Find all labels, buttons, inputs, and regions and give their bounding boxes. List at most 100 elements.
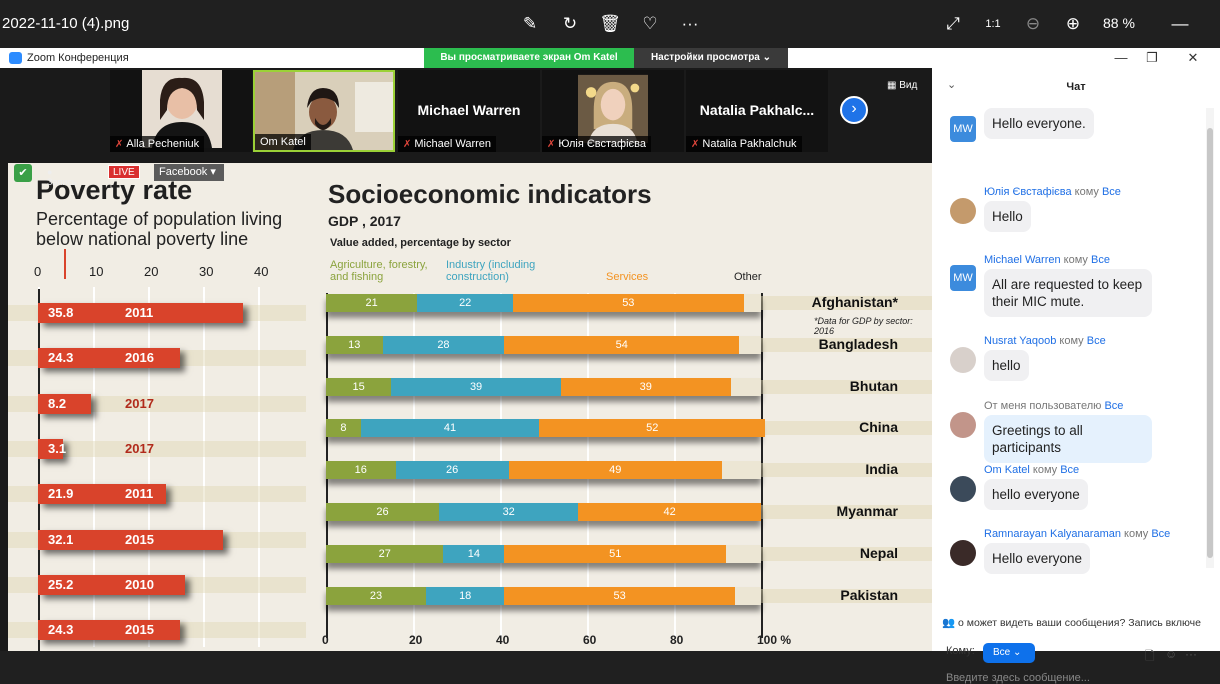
next-page-button[interactable]: › [840,96,868,124]
row-stripe [8,440,306,457]
favorite-icon[interactable]: ♡ [642,14,658,33]
dropdown-arrow-icon: ▾ [210,166,216,178]
axis-tick-label: 40 [254,264,269,279]
x-tick-label: 0 [322,633,329,647]
axis-tick-label: 10 [89,264,104,279]
chat-message: Юлія Євстафієва кому Все Hello [932,186,1202,246]
participant-label: ✗ Alla Pecheniuk [110,136,205,152]
chat-title: Чат [1066,81,1086,93]
message-bubble: hello [984,350,1029,381]
national-line-marker [64,249,66,279]
sender-name: Юлія Євстафієва [984,186,1072,198]
participant-label: ✗ Юлія Євстафієва [542,136,651,152]
emoji-icon[interactable]: ☺ [1165,647,1178,661]
poverty-value-label: 32.1 [48,531,74,547]
recording-indicator: ● Запись [47,167,77,187]
axis-tick-label: 20 [144,264,159,279]
grid-icon: ▦ [887,80,900,91]
country-label: India [865,461,898,478]
more-icon[interactable]: ··· [681,14,699,33]
zoom-out-icon[interactable]: ⊖ [1025,14,1041,33]
bar-segment: 41 [360,419,540,438]
edit-icon[interactable]: ✎ [522,14,538,33]
poverty-year-label: 2015 [125,622,154,638]
bar-segment: 16 [326,461,396,480]
row-stripe [761,546,932,561]
security-shield-icon[interactable]: ✔ [14,164,32,182]
bar-segment: 27 [326,544,444,563]
participant-display-name: Natalia Pakhalc... [699,102,815,118]
rotate-icon[interactable]: ↻ [562,14,578,33]
chat-header: ⌄ Чат [932,68,1220,98]
legend-entry: Other [734,271,762,283]
poverty-year-label: 2011 [125,486,154,502]
message-sender: Nusrat Yaqoob кому Все [984,335,1106,347]
recipient-name: Все [1086,335,1106,347]
row-stripe [761,463,932,478]
poverty-bar [38,303,243,323]
message-bubble: Hello everyone [984,543,1091,574]
axis-tick-label: 0 [34,264,42,279]
poverty-rate-panel: Poverty rate Percentage of population li… [8,163,316,651]
collapse-chevron-icon[interactable]: ⌄ [947,79,957,91]
recipient-dropdown[interactable]: Все ⌄ [983,643,1035,663]
fullscreen-icon[interactable]: ⤢ [946,14,960,33]
recipient-name: Все [1060,464,1080,476]
message-bubble: Hello [984,201,1031,232]
row-stripe [761,421,932,436]
x-tick-label: 40 [496,633,510,647]
bar-segment: 32 [439,503,579,521]
poverty-value-label: 21.9 [48,486,74,502]
poverty-bar [38,438,64,459]
actual-size-icon[interactable]: 1:1 [985,18,1001,30]
x-tick-label: 80 [670,633,684,647]
window-close-icon[interactable]: ✕ [1187,50,1199,65]
poverty-year-label: 2010 [125,576,154,592]
bar-segment: 53 [513,294,744,312]
delete-icon[interactable]: 🗑 [599,14,621,33]
legend-entry: Agriculture, forestry, and fishing [330,259,428,283]
recipient-word: кому [1056,335,1087,347]
poverty-bar [38,574,185,595]
bar-segment: 51 [504,544,727,563]
window-minimize-icon[interactable]: — [1114,50,1128,65]
stacked-bar: 23 18 53 [326,586,761,605]
participant-photo [578,74,648,144]
bar-segment: 39 [560,377,731,396]
zoom-level[interactable]: 88 % [1103,15,1135,31]
window-restore-icon[interactable]: ❐ [1146,50,1158,65]
x-tick-label: 100 % [757,633,792,647]
scrollbar-thumb[interactable] [1207,128,1213,558]
stacked-bar: 16 26 49 [326,461,761,480]
view-options-button[interactable]: Настройки просмотра ⌄ [634,48,788,68]
poverty-value-label: 24.3 [48,622,74,638]
stream-destination-dropdown[interactable]: Facebook ▾ [154,164,224,181]
chat-message: MW Michael Warren кому Все All are request… [932,254,1202,317]
participant-tile-active[interactable]: Om Katel [253,70,395,152]
gridline [93,287,95,647]
live-badge[interactable]: LIVE [108,165,140,179]
bar-segment [730,377,761,396]
bar-segment: 54 [504,335,740,354]
socioeconomic-panel: Socioeconomic indicators GDP , 2017 Valu… [306,163,932,651]
stacked-bar: 8 41 52 [326,419,766,438]
file-icon[interactable]: 🗋 [1145,649,1155,663]
bar-segment [739,335,761,354]
gallery-view-button[interactable]: ▦ Вид [887,80,918,91]
participant-tile[interactable]: ✗ Alla Pecheniuk [110,70,252,152]
stacked-bar: 15 39 39 [326,377,761,396]
participant-tile[interactable]: Natalia Pakhalc... ✗ Natalia Pakhalchuk [686,70,828,152]
participant-tile[interactable]: Michael Warren ✗ Michael Warren [398,70,540,152]
participant-label: Om Katel [255,134,311,150]
chat-scrollbar[interactable] [1206,108,1214,568]
chat-panel: ⌄ Чат MW Hello everyone. Юлія Євстафієва к… [932,68,1220,684]
bar-segment: 23 [326,586,427,605]
chat-message-input[interactable]: Введите здесь сообщение... [946,672,1090,684]
minimize-icon[interactable]: — [1171,14,1189,33]
sender-name: Michael Warren [984,254,1061,266]
more-options-icon[interactable]: ··· [1185,647,1197,661]
data-footnote: *Data for GDP by sector: 2016 [814,316,913,336]
zoom-in-icon[interactable]: ⊕ [1065,14,1081,33]
privacy-note[interactable]: 👥 о может видеть ваши сообщения? Запись … [942,617,1201,629]
participant-tile[interactable]: ✗ Юлія Євстафієва [542,70,684,152]
